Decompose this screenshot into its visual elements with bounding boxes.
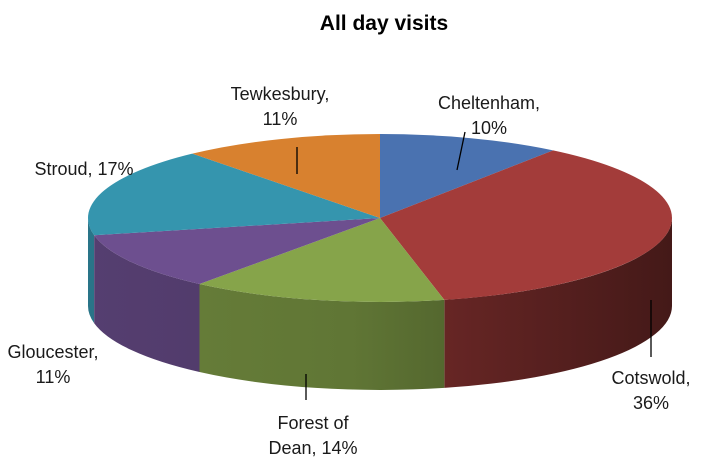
slice-side-gloucester — [94, 235, 200, 373]
leader-line-cheltenham — [456, 131, 466, 171]
slice-forest-of-dean — [199, 218, 445, 303]
data-label-forest-of-dean: Forest of Dean, 14% — [268, 413, 357, 458]
chart-title: All day visits — [320, 12, 448, 35]
data-label-gloucester: Gloucester, 11% — [7, 342, 98, 387]
slice-cheltenham — [380, 134, 554, 218]
data-label-stroud: Stroud, 17% — [34, 159, 133, 179]
slice-tewkesbury — [192, 134, 380, 218]
slice-gloucester — [94, 218, 380, 285]
data-label-tewkesbury: Tewkesbury, 11% — [231, 84, 330, 129]
pie-sides — [88, 218, 672, 390]
slice-side-forest-of-dean — [199, 284, 445, 390]
data-label-cotswold: Cotswold, 36% — [611, 368, 690, 413]
slice-cotswold — [380, 150, 672, 300]
slice-stroud — [88, 153, 380, 236]
slice-side-cotswold — [444, 218, 672, 388]
leader-lines — [296, 131, 652, 400]
pie-top — [88, 134, 672, 303]
data-labels: Cheltenham, 10% Cotswold, 36% Forest of Dean,… — [7, 84, 690, 458]
data-label-cheltenham: Cheltenham, 10% — [438, 93, 540, 138]
slice-side-stroud — [88, 218, 95, 324]
